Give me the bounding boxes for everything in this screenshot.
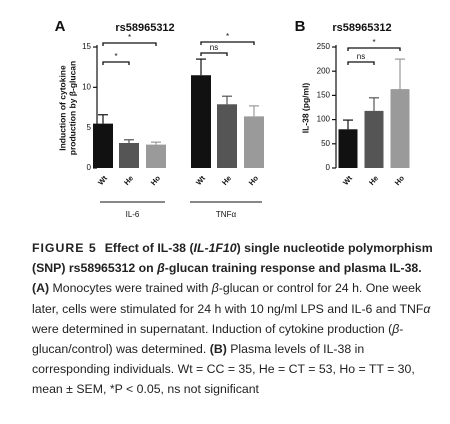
bar	[390, 89, 410, 168]
caption-text: (B)	[209, 342, 227, 357]
x-tick-label: Wt	[96, 173, 109, 187]
significance-label: *	[226, 32, 229, 41]
y-axis-label: production by β-glucan	[67, 61, 77, 155]
significance-label: *	[372, 38, 375, 47]
significance-bracket	[200, 52, 228, 56]
caption-text: Monocytes were trained with	[49, 281, 212, 296]
x-tick-label: Ho	[149, 173, 163, 187]
bar	[146, 144, 166, 168]
x-tick-label: He	[122, 174, 135, 187]
bar	[244, 116, 264, 168]
caption-text: IL-1F10	[193, 241, 237, 255]
x-tick-label: Ho	[247, 173, 261, 187]
caption-text: Plasma levels of IL-38 in corresponding …	[32, 342, 415, 397]
caption-text: (A)	[32, 281, 50, 296]
bar	[93, 123, 113, 168]
x-tick-label: Ho	[393, 173, 407, 187]
group-label: IL-6	[126, 210, 140, 219]
x-tick-label: Wt	[341, 173, 354, 187]
caption-text: β	[157, 261, 165, 276]
bar	[338, 129, 358, 168]
panel-title: rs58965312	[332, 22, 391, 34]
y-tick-label: 250	[317, 42, 331, 51]
significance-bracket	[347, 47, 401, 51]
panel-label: A	[55, 18, 66, 35]
significance-label: ns	[357, 52, 365, 61]
y-tick-label: 200	[317, 66, 331, 75]
significance-label: *	[128, 33, 131, 42]
y-tick-label: 15	[82, 42, 91, 51]
significance-bracket	[347, 61, 375, 65]
panel-label: B	[295, 18, 306, 35]
y-axis-label: IL-38 (pg/ml)	[300, 83, 310, 134]
significance-label: ns	[210, 43, 218, 52]
x-tick-label: He	[220, 174, 233, 187]
y-tick-label: 0	[87, 163, 92, 172]
y-tick-label: 0	[326, 163, 331, 172]
caption-text: -glucan/control) was determined.	[32, 321, 404, 357]
bar	[217, 104, 237, 168]
x-tick-label: Wt	[194, 173, 207, 187]
caption-text: Effect of IL-38 (	[104, 241, 194, 255]
y-tick-label: 50	[321, 139, 330, 148]
y-tick-label: 5	[87, 123, 92, 132]
caption-text: were determined in supernatant. Inductio…	[32, 321, 393, 336]
y-tick-label: 150	[317, 91, 331, 100]
y-axis-label: Induction of cytokine	[57, 65, 67, 151]
significance-bracket	[102, 42, 157, 46]
bar	[119, 142, 139, 168]
caption-text: -glucan or control for 24 h. One week la…	[32, 281, 424, 316]
significance-bracket	[200, 41, 255, 45]
bar	[364, 110, 384, 168]
significance-bracket	[102, 61, 130, 65]
caption-text: α	[423, 301, 431, 316]
bar	[191, 75, 211, 168]
y-tick-label: 10	[82, 82, 91, 91]
caption-text: β	[392, 321, 400, 336]
significance-label: *	[114, 52, 117, 61]
caption-text: ) single nucleotide polymorphism (SNP) r…	[32, 241, 433, 276]
y-tick-label: 100	[317, 115, 331, 124]
group-label: TNFα	[216, 210, 237, 219]
caption-text: -glucan training response and plasma IL-…	[164, 261, 422, 276]
caption-text: β	[211, 281, 219, 296]
caption: FIGURE 5 Effect of IL-38 (IL-1F10) single…	[32, 238, 442, 400]
x-tick-label: He	[367, 174, 380, 187]
panel-title: rs58965312	[115, 22, 174, 34]
figure-label: FIGURE 5	[32, 241, 97, 255]
